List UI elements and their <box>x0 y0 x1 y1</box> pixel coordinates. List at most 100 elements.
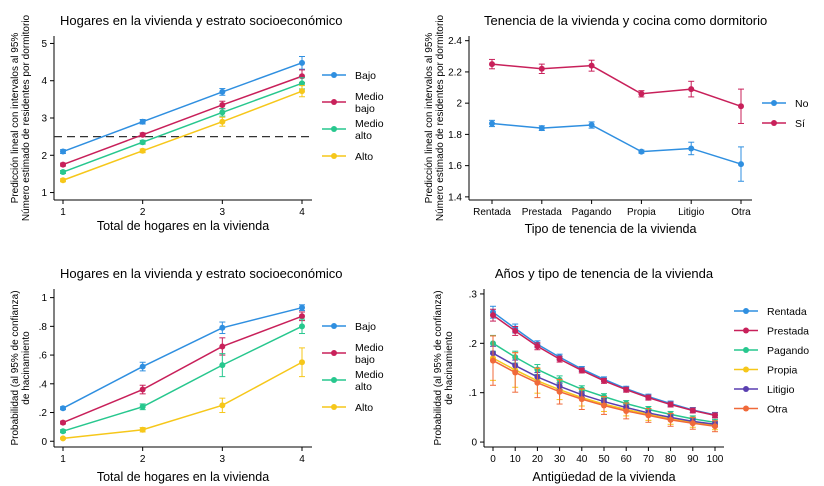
data-point <box>299 80 305 87</box>
data-point <box>688 145 695 152</box>
series-line <box>62 325 303 432</box>
data-point <box>667 416 674 423</box>
data-point <box>219 109 226 116</box>
data-point <box>645 394 652 401</box>
series-2 <box>489 58 744 124</box>
y-axis-label: Probabilidad (al 95% de confianza)de hac… <box>433 290 455 445</box>
data-point <box>489 61 495 68</box>
legend-entry: Alto <box>322 151 373 163</box>
legend-entry: Sí <box>762 118 805 130</box>
series-line <box>491 63 742 107</box>
data-point <box>299 359 305 366</box>
y-tick-label: .2 <box>469 339 478 350</box>
series-2 <box>60 311 305 426</box>
x-tick-label: 2 <box>140 207 146 218</box>
data-point <box>645 412 652 419</box>
series-line <box>62 315 303 424</box>
legend-entry: Pagando <box>734 345 809 357</box>
legend-label: Medio alto <box>355 369 384 393</box>
data-point <box>588 62 595 69</box>
data-point <box>219 88 226 95</box>
x-tick-label: 60 <box>621 454 633 465</box>
data-point <box>712 423 718 430</box>
series-4 <box>60 85 305 184</box>
legend-swatch-marker <box>771 100 777 106</box>
data-point <box>60 435 66 442</box>
data-point <box>60 161 66 168</box>
legend-label: Pagando <box>767 345 809 357</box>
legend-entry: Medio bajo <box>322 342 384 366</box>
data-point <box>219 324 226 331</box>
data-point <box>139 118 146 125</box>
x-tick-label: 2 <box>140 454 146 465</box>
series-line <box>492 357 716 427</box>
y-tick-label: .4 <box>39 379 48 390</box>
x-tick-label: 1 <box>60 207 66 218</box>
data-point <box>512 327 519 334</box>
legend-swatch-marker <box>331 99 337 105</box>
legend-label: Alto <box>355 402 373 414</box>
chart-title: Hogares en la vivienda y estrato socioec… <box>60 13 343 28</box>
y-tick-label: .3 <box>469 289 478 300</box>
data-point <box>712 412 718 419</box>
x-tick-label: Pagando <box>572 207 612 218</box>
series-5 <box>490 345 718 428</box>
data-point <box>60 428 66 435</box>
y-tick-label: 0 <box>471 438 477 449</box>
data-point <box>219 118 226 125</box>
legend-swatch-marker <box>331 377 337 383</box>
x-tick-label: 70 <box>643 454 655 465</box>
data-point <box>738 161 744 168</box>
legend-swatch-marker <box>743 308 749 314</box>
legend-entry: Litigio <box>734 384 795 396</box>
legend-label: Sí <box>795 118 805 130</box>
series-line <box>62 361 303 440</box>
data-point <box>299 313 305 320</box>
x-tick-label: 4 <box>299 207 305 218</box>
y-tick-label: 3 <box>41 114 47 125</box>
x-axis-label: Tipo de tenencia de la vivienda <box>525 222 697 236</box>
x-tick-label: Prestada <box>522 207 562 218</box>
series-line <box>62 306 303 409</box>
data-point <box>578 396 585 403</box>
series-1 <box>489 119 744 182</box>
legend-swatch-marker <box>771 120 777 126</box>
data-point <box>60 148 66 155</box>
x-tick-label: 0 <box>490 454 496 465</box>
data-point <box>623 386 630 393</box>
legend-entry: No <box>762 98 809 110</box>
legend-label: Bajo <box>355 321 376 333</box>
data-point <box>490 312 496 319</box>
data-point <box>139 426 146 433</box>
data-point <box>139 386 146 393</box>
series-line <box>491 122 742 165</box>
legend-label: Litigio <box>767 384 795 396</box>
data-point <box>738 103 744 110</box>
legend-entry: Medio alto <box>322 118 384 142</box>
legend-entry: Propia <box>734 365 798 377</box>
y-tick-label: 1.8 <box>448 130 462 141</box>
legend-swatch-marker <box>331 323 337 329</box>
y-tick-label: 2.2 <box>448 67 462 78</box>
y-tick-label: .2 <box>39 408 48 419</box>
legend-entry: Bajo <box>322 321 376 333</box>
data-point <box>60 419 66 426</box>
series-line <box>62 75 303 166</box>
y-tick-label: .6 <box>39 351 48 362</box>
legend-label: No <box>795 98 809 110</box>
x-tick-label: 80 <box>665 454 677 465</box>
data-point <box>556 356 563 363</box>
chart-2: Tenencia de la vivienda y cocina como do… <box>424 13 809 236</box>
y-tick-label: 1 <box>41 188 47 199</box>
data-point <box>219 101 226 108</box>
x-tick-label: Rentada <box>473 207 511 218</box>
data-point <box>219 343 226 350</box>
data-point <box>578 367 585 374</box>
chart-1: Hogares en la vivienda y estrato socioec… <box>10 13 384 233</box>
data-point <box>638 148 645 155</box>
y-tick-label: 0 <box>41 437 47 448</box>
x-tick-label: Otra <box>731 207 751 218</box>
y-tick-label: 2 <box>41 151 47 162</box>
legend-swatch-marker <box>331 153 337 159</box>
y-tick-label: 1.6 <box>448 161 462 172</box>
